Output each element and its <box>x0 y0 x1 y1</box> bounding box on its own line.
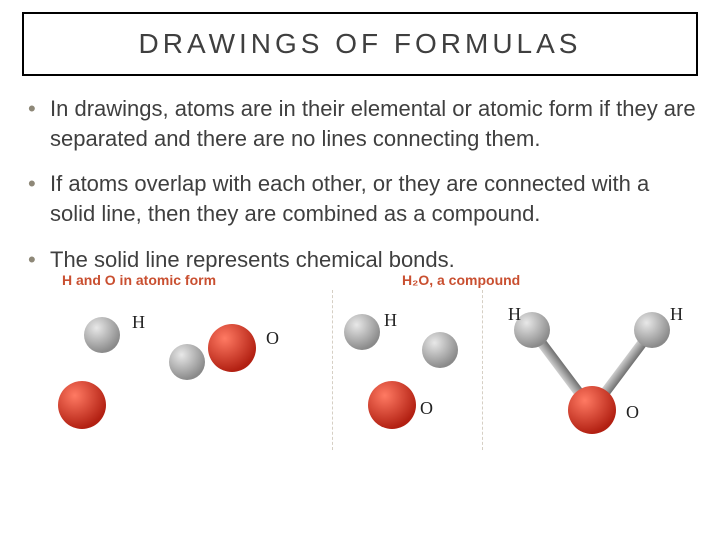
molecule-svg <box>22 290 698 460</box>
molecule-diagram: H and O in atomic form H₂O, a compound H… <box>22 290 698 460</box>
atom-label-O: O <box>626 402 639 423</box>
atom-label-O: O <box>266 328 279 349</box>
bullet-list: In drawings, atoms are in their elementa… <box>22 94 698 274</box>
atom-label-H: H <box>670 304 683 325</box>
panel-divider <box>482 290 483 450</box>
bullet-item: In drawings, atoms are in their elementa… <box>22 94 698 153</box>
atom-label-H: H <box>508 304 521 325</box>
atom-label-H: H <box>384 310 397 331</box>
bullet-item: The solid line represents chemical bonds… <box>22 245 698 275</box>
panel-divider <box>332 290 333 450</box>
atom-label-H: H <box>132 312 145 333</box>
atom-label-O: O <box>420 398 433 419</box>
bullet-item: If atoms overlap with each other, or the… <box>22 169 698 228</box>
slide-title: DRAWINGS OF FORMULAS <box>22 12 698 76</box>
caption-atomic-form: H and O in atomic form <box>62 272 216 288</box>
caption-compound: H₂O, a compound <box>402 272 520 288</box>
